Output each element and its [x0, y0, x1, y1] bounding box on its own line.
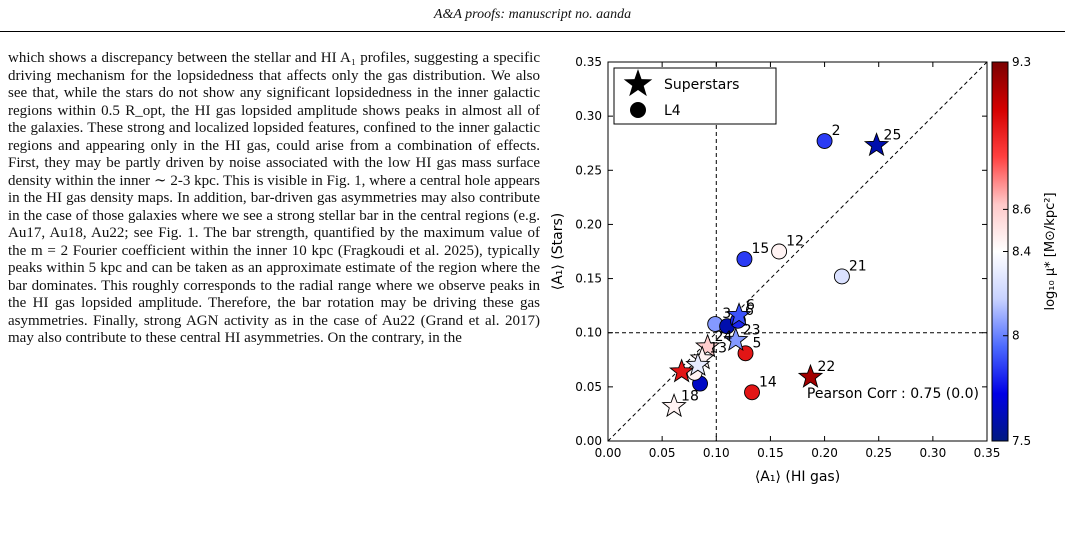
superstar-point	[661, 393, 687, 418]
point-label: 21	[849, 258, 867, 274]
colorbar-tick-label: 7.5	[1012, 434, 1031, 448]
y-tick-label: 0.10	[575, 326, 602, 340]
body-paragraph: which shows a discrepancy between the st…	[8, 50, 540, 346]
header-rule	[0, 31, 1065, 32]
x-tick-label: 0.30	[919, 446, 946, 460]
point-label: 5	[753, 335, 762, 351]
journal-name: A&A proofs:	[433, 7, 506, 22]
one-to-one-line	[607, 61, 988, 442]
x-tick-label: 0.10	[703, 446, 730, 460]
running-header: A&A proofs: manuscript no. aanda	[0, 7, 1065, 23]
l4-point	[833, 268, 850, 285]
manuscript-id: manuscript no. aanda	[505, 7, 632, 22]
y-axis-label: ⟨A₁⟩ (Stars)	[550, 213, 566, 291]
point-label: 24	[715, 329, 733, 345]
point-label: 12	[786, 234, 804, 250]
y-tick-label: 0.35	[575, 55, 602, 69]
y-tick-label: 0.25	[575, 163, 602, 177]
x-tick-label: 0.20	[811, 446, 838, 460]
plot-frame	[607, 61, 988, 442]
colorbar-tick-label: 8.4	[1012, 245, 1031, 259]
body-text-column: which shows a discrepancy between the st…	[8, 50, 540, 348]
point-label: 25	[884, 127, 902, 143]
legend-star-icon	[623, 69, 653, 97]
point-label: 6	[745, 303, 754, 319]
superstar-point	[694, 333, 721, 358]
point-label: 6	[746, 297, 755, 313]
superstar-point	[797, 363, 824, 388]
colorbar-tick-label: 8.6	[1012, 202, 1031, 216]
legend-entry-superstars: Superstars	[664, 77, 739, 93]
point-label: 13	[709, 341, 727, 357]
superstar-point	[723, 326, 749, 352]
y-tick-label: 0.30	[575, 109, 602, 123]
point-label: 22	[817, 359, 835, 375]
legend-circle-icon	[630, 102, 646, 118]
x-tick-label: 0.25	[865, 446, 892, 460]
l4-point	[816, 133, 833, 149]
superstar-point	[685, 351, 711, 376]
point-label: 3	[722, 306, 731, 322]
y-tick-label: 0.20	[575, 217, 602, 231]
point-label: 18	[681, 388, 699, 404]
l4-point	[736, 251, 753, 268]
point-label: 15	[751, 241, 769, 257]
point-label: 23	[743, 322, 761, 338]
colorbar-label: log₁₀ μ* [M⊙/kpc²]	[1043, 192, 1058, 310]
l4-point	[771, 243, 788, 260]
colorbar-tick-label: 9.3	[1012, 55, 1031, 69]
scatter-figure: 2 21 12 15 3 6 5 14 25 6 23 24 13 22 18 0.00 0.05 0.10 0.…	[540, 48, 1065, 550]
l4-point	[744, 384, 760, 401]
y-tick-label: 0.00	[575, 434, 602, 448]
y-tick-label: 0.15	[575, 272, 602, 286]
x-tick-label: 0.15	[757, 446, 784, 460]
colorbar-tick-label: 8	[1012, 329, 1020, 343]
superstar-point	[726, 302, 752, 327]
x-tick-label: 0.35	[974, 446, 1001, 460]
legend-entry-l4: L4	[664, 103, 681, 119]
x-axis-label: ⟨A₁⟩ (HI gas)	[755, 469, 840, 485]
pearson-correlation-annotation: Pearson Corr : 0.75 (0.0)	[807, 386, 979, 402]
x-tick-label: 0.00	[595, 446, 622, 460]
point-label: 2	[832, 123, 841, 139]
point-label: 14	[759, 374, 777, 390]
superstar-point	[863, 132, 890, 157]
x-tick-label: 0.05	[649, 446, 676, 460]
y-tick-label: 0.05	[575, 380, 602, 394]
superstar-point	[668, 358, 695, 383]
